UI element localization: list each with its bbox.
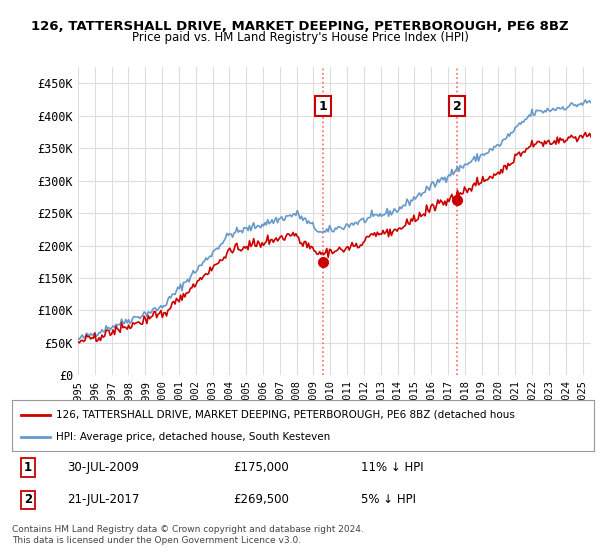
Text: 126, TATTERSHALL DRIVE, MARKET DEEPING, PETERBOROUGH, PE6 8BZ: 126, TATTERSHALL DRIVE, MARKET DEEPING, … (31, 20, 569, 32)
Text: 5% ↓ HPI: 5% ↓ HPI (361, 493, 416, 506)
Text: £269,500: £269,500 (233, 493, 289, 506)
Text: Price paid vs. HM Land Registry's House Price Index (HPI): Price paid vs. HM Land Registry's House … (131, 31, 469, 44)
Text: 1: 1 (319, 100, 328, 113)
Text: HPI: Average price, detached house, South Kesteven: HPI: Average price, detached house, Sout… (56, 432, 330, 442)
Text: 126, TATTERSHALL DRIVE, MARKET DEEPING, PETERBOROUGH, PE6 8BZ (detached hous: 126, TATTERSHALL DRIVE, MARKET DEEPING, … (56, 409, 515, 419)
Text: 30-JUL-2009: 30-JUL-2009 (67, 461, 139, 474)
Text: 1: 1 (23, 461, 32, 474)
Text: Contains HM Land Registry data © Crown copyright and database right 2024.
This d: Contains HM Land Registry data © Crown c… (12, 525, 364, 545)
Text: 2: 2 (453, 100, 461, 113)
Text: £175,000: £175,000 (233, 461, 289, 474)
Text: 2: 2 (23, 493, 32, 506)
Text: 21-JUL-2017: 21-JUL-2017 (67, 493, 140, 506)
Text: 11% ↓ HPI: 11% ↓ HPI (361, 461, 424, 474)
